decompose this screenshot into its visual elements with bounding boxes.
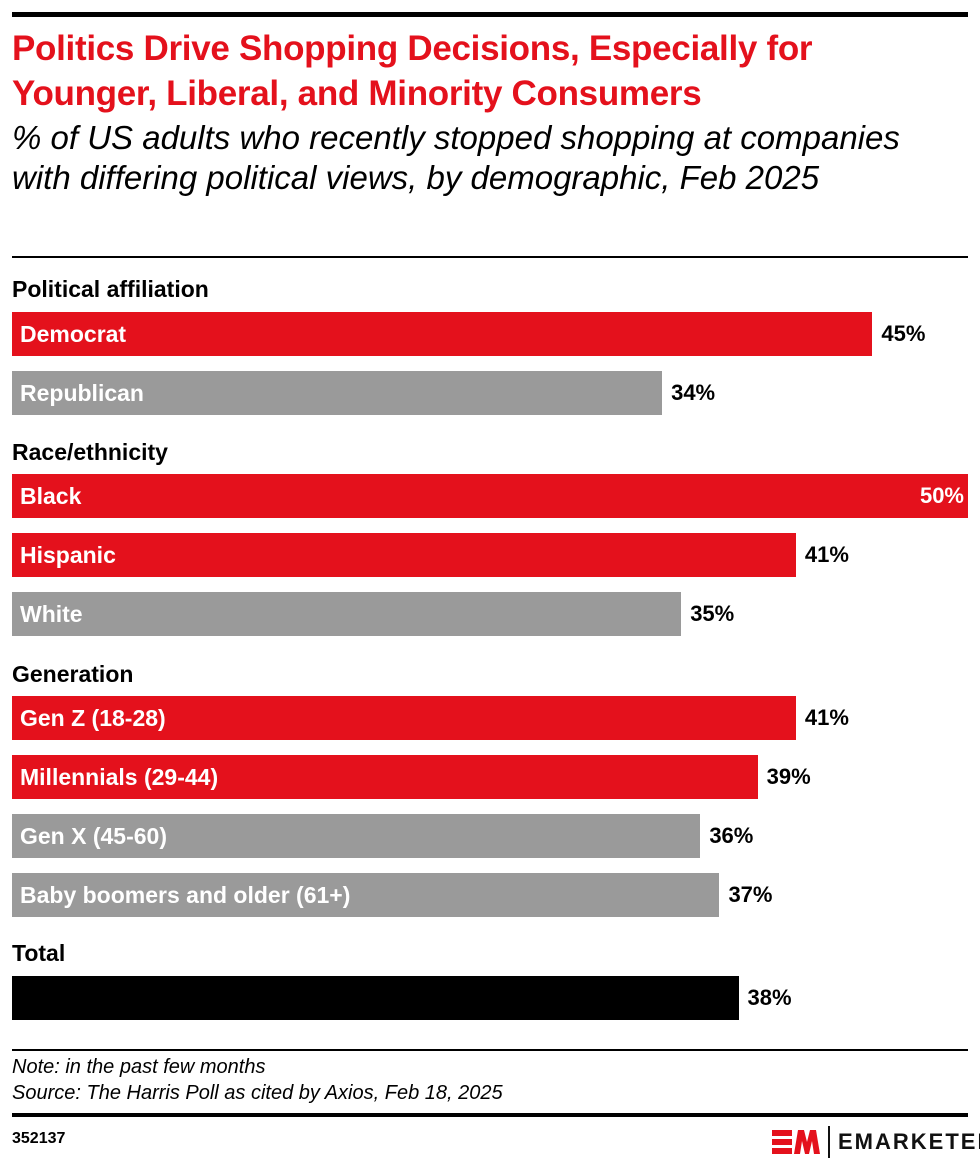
bar: Hispanic [12,533,796,577]
bar-label: White [20,601,83,627]
bar: Black [12,474,968,518]
source: Source: The Harris Poll as cited by Axio… [12,1082,503,1104]
bar: White [12,592,682,636]
section-label: Race/ethnicity [12,439,168,465]
value-label: 36% [709,823,754,848]
value-label: 38% [747,985,792,1010]
value-label: 50% [919,483,964,508]
bar: Republican [12,371,663,415]
bar-label: Republican [20,380,144,406]
bar-label: Hispanic [20,542,116,568]
section-label: Political affiliation [12,276,209,302]
bar: Gen X (45-60) [12,814,701,858]
emarketer-logo: EMARKETER [772,1124,980,1160]
header-rule [12,256,968,258]
note: Note: in the past few months [12,1056,266,1078]
bar: Democrat [12,312,873,356]
section-label: Total [12,940,66,966]
footer-rule [12,1049,968,1051]
bottom-rule [12,1113,968,1117]
em-logo-icon [772,1130,820,1154]
value-label: 41% [804,705,849,730]
bar-label: Millennials (29-44) [20,764,219,790]
bar-label: Black [20,483,82,509]
bar-label: Democrat [20,321,127,347]
value-label: 34% [671,380,716,405]
logo-divider [828,1126,830,1158]
chart-title: Politics Drive Shopping Decisions, Espec… [12,29,813,113]
value-label: 35% [690,601,735,626]
logo-text: EMARKETER [838,1129,980,1154]
value-label: 37% [728,882,773,907]
bar: Gen Z (18-28) [12,696,796,740]
section-label: Generation [12,661,134,687]
bar: Millennials (29-44) [12,755,758,799]
bar-label: Gen X (45-60) [20,823,167,849]
value-label: 39% [766,764,811,789]
chart-subtitle: % of US adults who recently stopped shop… [12,119,900,196]
bar-label: Baby boomers and older (61+) [20,882,351,908]
chart-id: 352137 [12,1130,66,1147]
bar-label: Gen Z (18-28) [20,705,166,731]
bar: Baby boomers and older (61+) [12,873,720,917]
top-rule [12,12,968,17]
bar [12,976,739,1020]
value-label: 41% [804,542,849,567]
value-label: 45% [881,321,926,346]
